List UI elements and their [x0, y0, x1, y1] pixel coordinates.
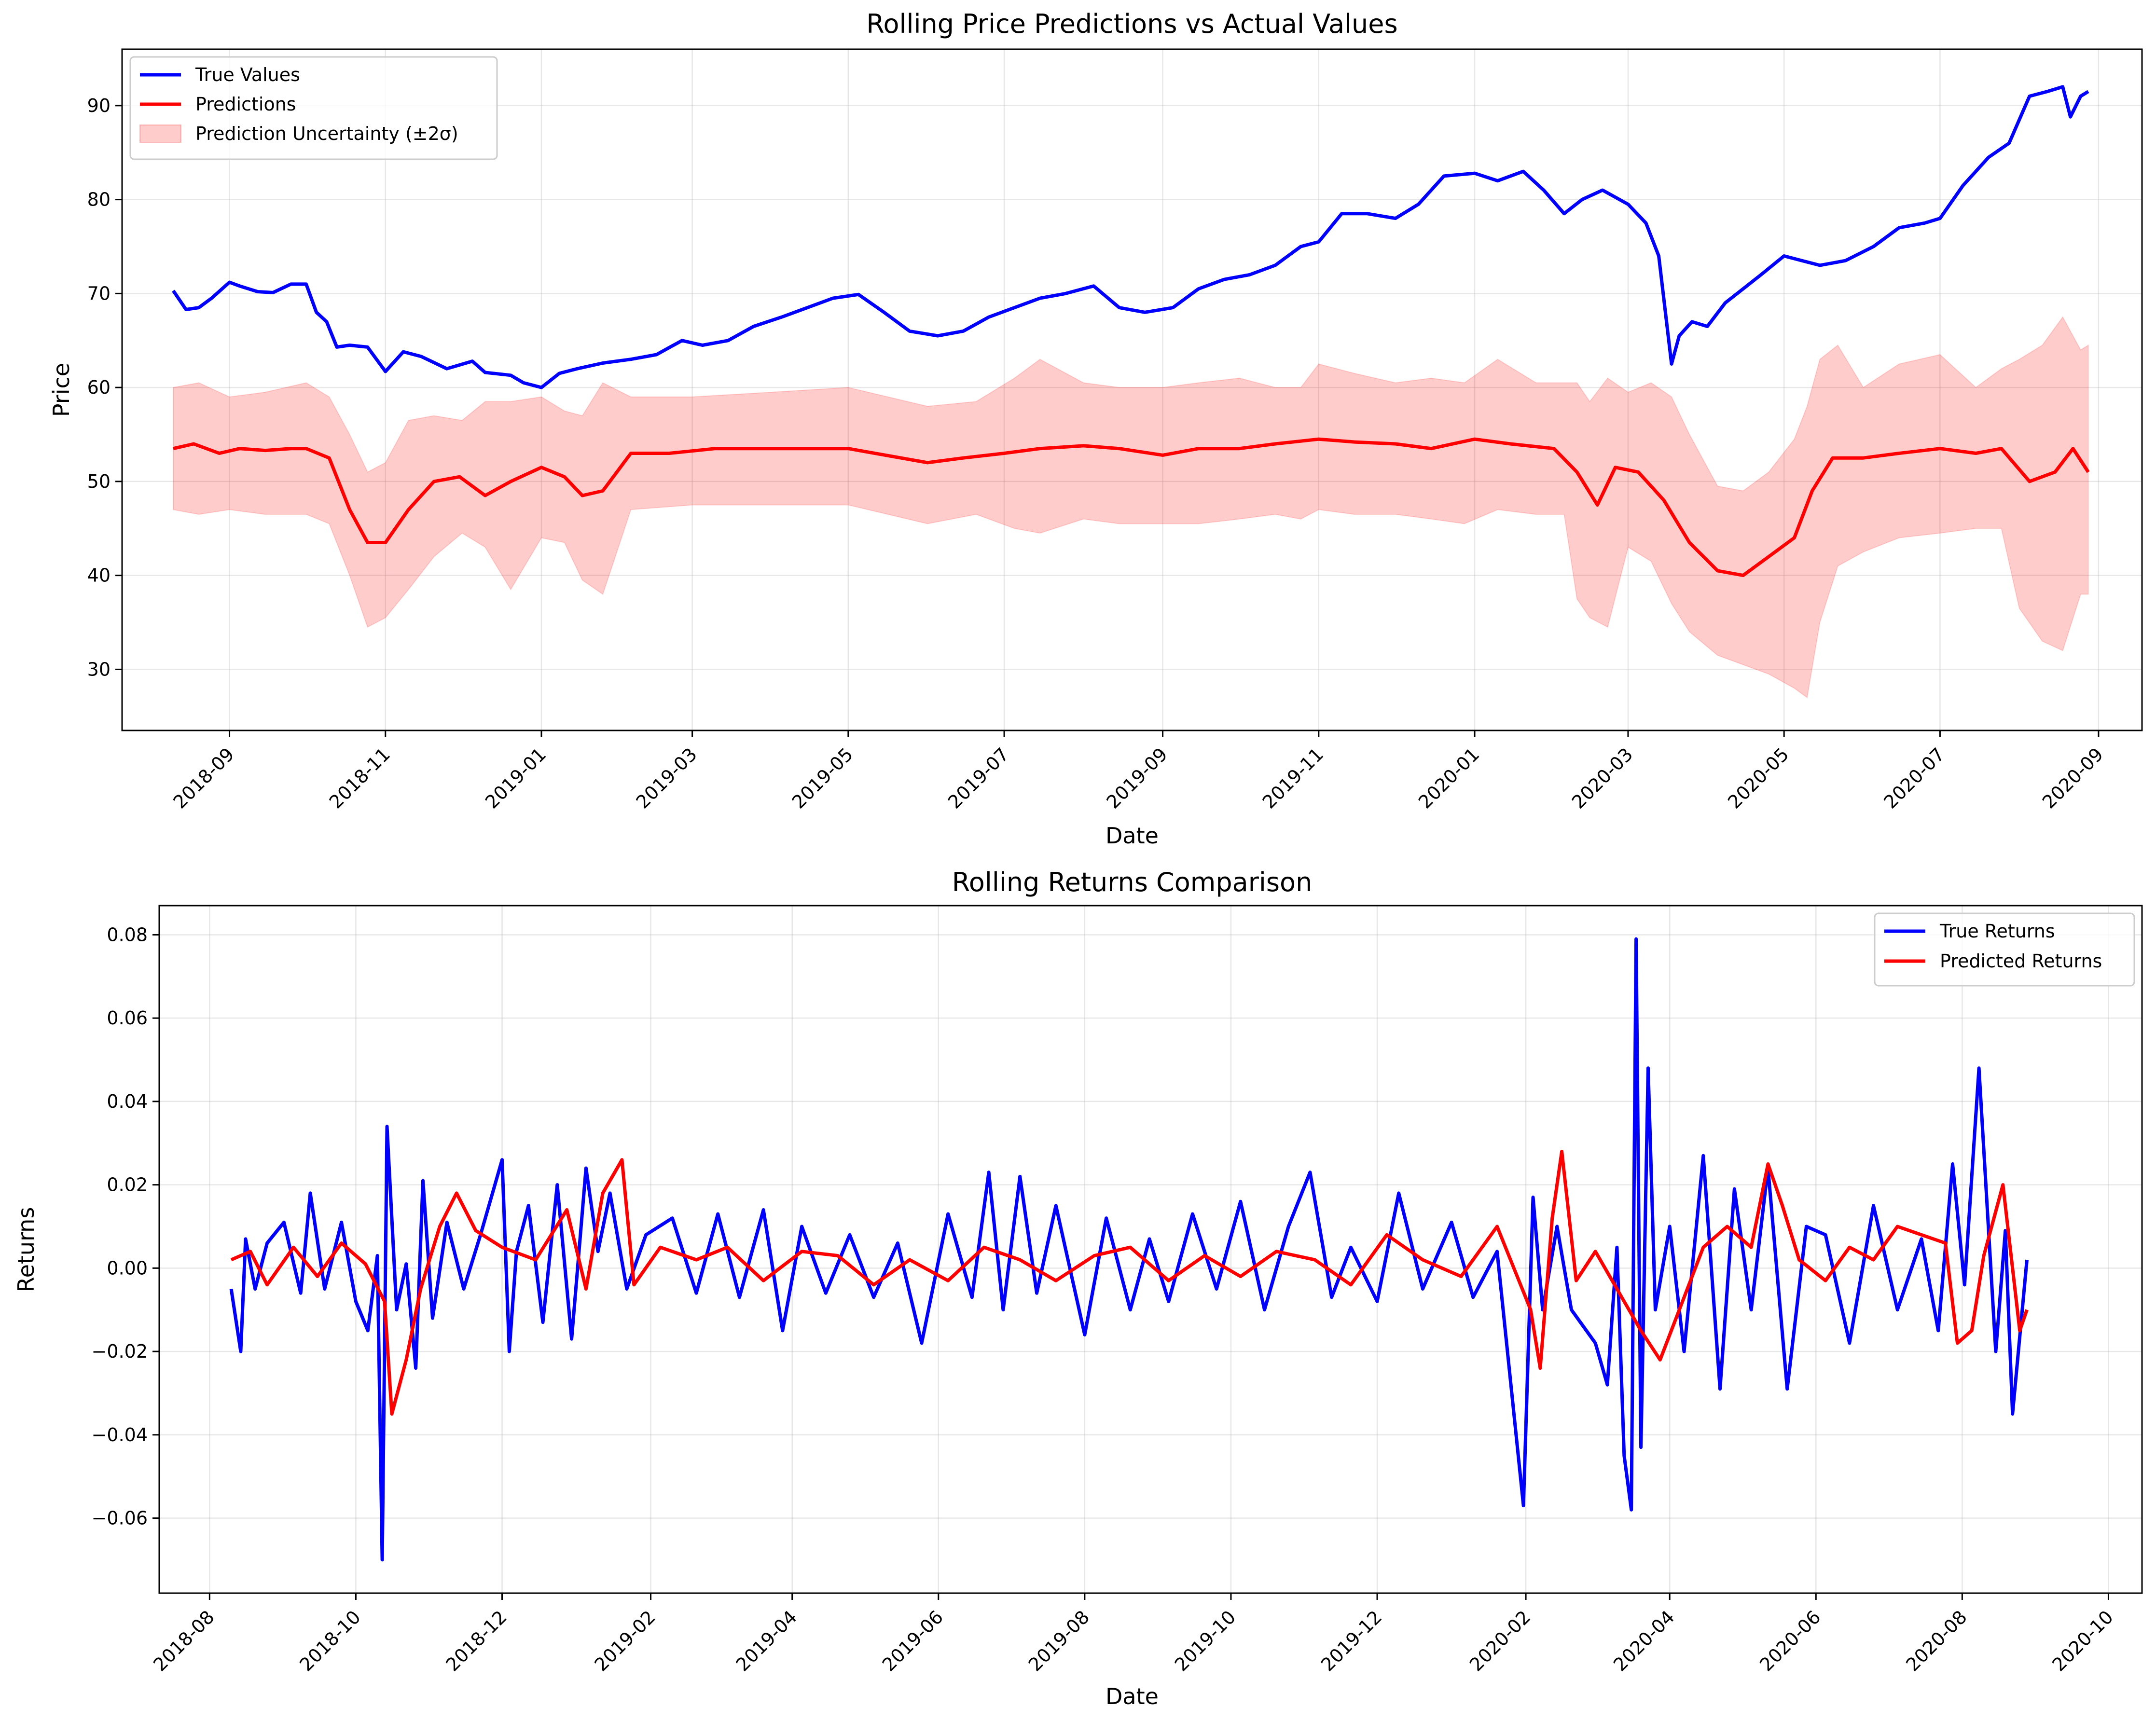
y-tick-label: −0.02 [92, 1341, 148, 1362]
legend-uncertainty-label: Prediction Uncertainty (±2σ) [195, 123, 458, 144]
true-returns-line [229, 937, 2029, 1562]
price-legend-box [129, 56, 498, 160]
y-tick-label: 0.08 [107, 924, 148, 945]
returns-y-axis-label: Returns [13, 1207, 39, 1293]
y-tick-label: 60 [87, 377, 111, 398]
y-tick-label: 0.06 [107, 1007, 148, 1029]
returns-legend-box [1874, 912, 2135, 987]
price-y-axis-label: Price [48, 363, 74, 417]
price-series [172, 85, 2090, 578]
price-legend: True Values Predictions Prediction Uncer… [129, 56, 498, 160]
y-tick-label: 50 [87, 471, 111, 492]
y-tick-label: 80 [87, 189, 111, 210]
price-x-axis-label: Date [1106, 823, 1159, 849]
y-tick-label: 0.02 [107, 1174, 148, 1196]
returns-chart-frame [158, 905, 2143, 1594]
legend-predictions-label: Predictions [195, 94, 296, 115]
returns-series [229, 937, 2029, 1562]
price-chart-title: Rolling Price Predictions vs Actual Valu… [866, 9, 1397, 39]
y-tick-label: 70 [87, 283, 111, 304]
legend-predicted-returns-label: Predicted Returns [1940, 950, 2102, 972]
uncertainty-band-area [173, 316, 2089, 699]
legend-true-returns-label: True Returns [1939, 921, 2055, 942]
y-tick-label: −0.04 [92, 1424, 148, 1446]
price-chart-frame [121, 48, 2143, 731]
y-tick-label: 40 [87, 565, 111, 586]
y-tick-label: 30 [87, 659, 111, 680]
returns-x-axis-label: Date [1106, 1683, 1159, 1709]
uncertainty-band [173, 316, 2089, 699]
price-chart: Rolling Price Predictions vs Actual Valu… [48, 9, 2143, 849]
true-values-line [172, 85, 2089, 389]
returns-legend: True Returns Predicted Returns [1874, 912, 2135, 987]
returns-y-ticks: −0.06 −0.04 −0.02 0.00 0.02 0.04 0.06 0.08 [92, 924, 159, 1529]
predicted-returns-line [230, 1150, 2029, 1416]
y-tick-label: 0.00 [107, 1257, 148, 1279]
y-tick-label: −0.06 [92, 1508, 148, 1529]
y-tick-label: 90 [87, 95, 111, 116]
legend-uncertainty-swatch [139, 124, 181, 143]
price-y-ticks: 30 40 50 60 70 80 90 [87, 95, 122, 680]
price-chart-grid [122, 49, 2142, 730]
returns-chart-title: Rolling Returns Comparison [952, 867, 1313, 897]
y-tick-label: 0.04 [107, 1091, 148, 1112]
predictions-line [173, 437, 2090, 578]
legend-true-values-label: True Values [195, 64, 300, 85]
